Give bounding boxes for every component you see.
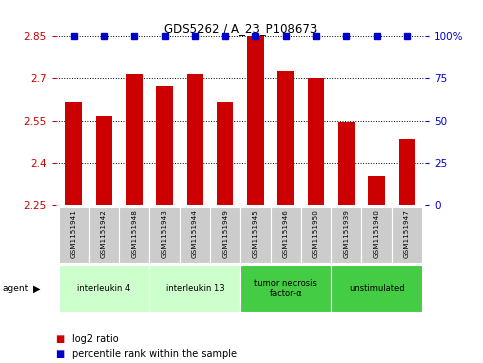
- Text: unstimulated: unstimulated: [349, 284, 404, 293]
- Bar: [308, 78, 325, 205]
- Text: tumor necrosis
factor-α: tumor necrosis factor-α: [254, 279, 317, 298]
- Text: GSM1151942: GSM1151942: [101, 209, 107, 258]
- Bar: [180, 207, 210, 263]
- Bar: [156, 86, 173, 205]
- Bar: [331, 207, 361, 263]
- Text: GSM1151939: GSM1151939: [343, 209, 349, 258]
- Bar: [392, 207, 422, 263]
- Text: ■: ■: [56, 334, 65, 344]
- Text: agent: agent: [2, 284, 28, 293]
- Text: GSM1151950: GSM1151950: [313, 209, 319, 258]
- Text: interleukin 13: interleukin 13: [166, 284, 224, 293]
- Bar: [241, 207, 270, 263]
- Bar: [89, 207, 119, 263]
- Text: GSM1151941: GSM1151941: [71, 209, 77, 258]
- Bar: [361, 207, 392, 263]
- Text: percentile rank within the sample: percentile rank within the sample: [72, 349, 238, 359]
- Text: GSM1151944: GSM1151944: [192, 209, 198, 258]
- Text: ■: ■: [56, 349, 65, 359]
- Bar: [338, 122, 355, 205]
- Bar: [301, 207, 331, 263]
- Bar: [247, 36, 264, 205]
- Bar: [126, 74, 142, 205]
- Bar: [149, 207, 180, 263]
- Text: GSM1151949: GSM1151949: [222, 209, 228, 258]
- Text: GSM1151946: GSM1151946: [283, 209, 289, 258]
- Bar: [210, 207, 241, 263]
- Title: GDS5262 / A_23_P108673: GDS5262 / A_23_P108673: [164, 22, 317, 35]
- Bar: [241, 265, 331, 312]
- Text: GSM1151940: GSM1151940: [373, 209, 380, 258]
- Text: interleukin 4: interleukin 4: [77, 284, 130, 293]
- Bar: [217, 102, 233, 205]
- Bar: [58, 265, 149, 312]
- Bar: [96, 117, 113, 205]
- Bar: [398, 139, 415, 205]
- Bar: [368, 176, 385, 205]
- Text: log2 ratio: log2 ratio: [72, 334, 119, 344]
- Bar: [149, 265, 241, 312]
- Bar: [277, 72, 294, 205]
- Bar: [119, 207, 149, 263]
- Bar: [65, 102, 82, 205]
- Bar: [58, 207, 89, 263]
- Text: ▶: ▶: [33, 284, 41, 294]
- Bar: [270, 207, 301, 263]
- Bar: [331, 265, 422, 312]
- Text: GSM1151945: GSM1151945: [253, 209, 258, 258]
- Bar: [186, 74, 203, 205]
- Text: GSM1151943: GSM1151943: [162, 209, 168, 258]
- Text: GSM1151948: GSM1151948: [131, 209, 137, 258]
- Text: GSM1151947: GSM1151947: [404, 209, 410, 258]
